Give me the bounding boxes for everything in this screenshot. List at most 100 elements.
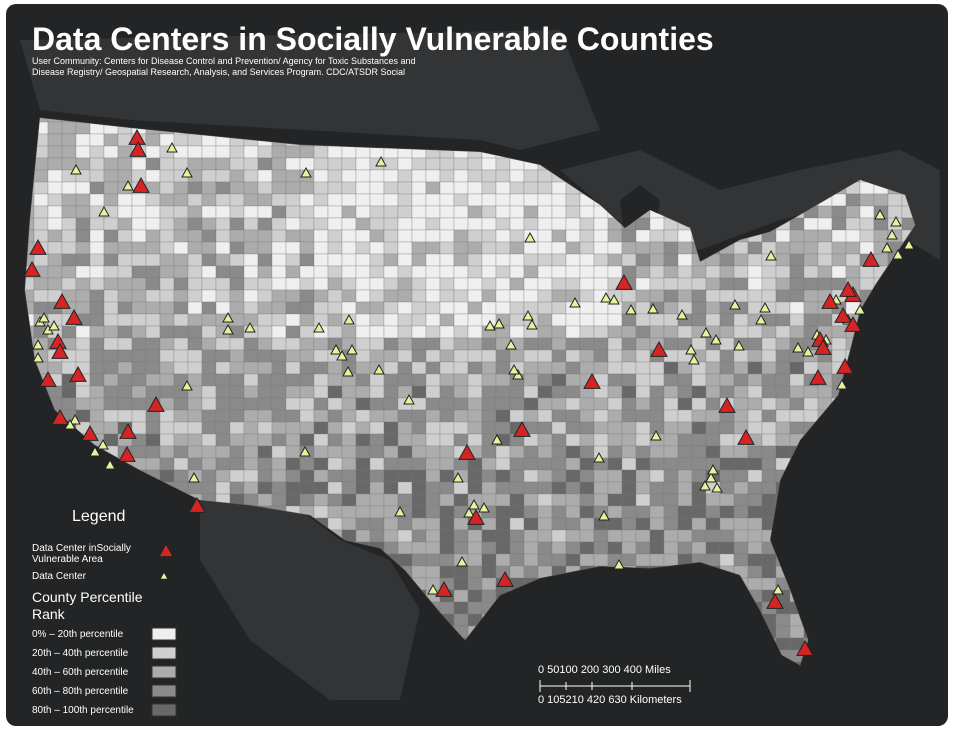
county (747, 469, 763, 483)
county (215, 409, 231, 423)
county (565, 469, 581, 483)
county (215, 265, 231, 279)
data-center-marker (467, 508, 485, 525)
county (397, 193, 413, 207)
county (285, 493, 301, 507)
county (201, 385, 217, 399)
county (551, 265, 567, 279)
county (285, 445, 301, 459)
county (33, 277, 49, 291)
county (327, 325, 343, 339)
county (89, 361, 105, 375)
county (691, 517, 707, 531)
county (523, 481, 539, 495)
county (299, 289, 315, 303)
county (481, 301, 497, 315)
county (299, 361, 315, 375)
county (425, 241, 441, 255)
county (495, 421, 511, 435)
county (593, 541, 609, 555)
data-center-marker (729, 298, 741, 310)
county (453, 481, 469, 495)
county (313, 265, 329, 279)
county (509, 445, 525, 459)
county (453, 613, 469, 627)
county (257, 373, 273, 387)
county (831, 241, 847, 255)
county (201, 313, 217, 327)
county (355, 265, 371, 279)
county (313, 181, 329, 195)
county (369, 409, 385, 423)
county (509, 265, 525, 279)
county (327, 265, 343, 279)
county (621, 517, 637, 531)
county (789, 325, 805, 339)
county (145, 457, 161, 471)
county (355, 445, 371, 459)
county (299, 457, 315, 471)
county (257, 457, 273, 471)
county (467, 481, 483, 495)
county (131, 241, 147, 255)
county (593, 553, 609, 567)
county (481, 217, 497, 231)
county (509, 517, 525, 531)
county (159, 385, 175, 399)
data-center-marker (346, 343, 358, 355)
county (61, 361, 77, 375)
data-center-marker (452, 471, 464, 483)
county (89, 313, 105, 327)
county (453, 217, 469, 231)
county (509, 277, 525, 291)
county (705, 505, 721, 519)
county (453, 301, 469, 315)
county (733, 505, 749, 519)
county (355, 505, 371, 519)
county (257, 493, 273, 507)
county (61, 277, 77, 291)
county (845, 265, 861, 279)
county (369, 385, 385, 399)
county (705, 289, 721, 303)
county (649, 541, 665, 555)
county (327, 145, 343, 159)
county (775, 301, 791, 315)
county (159, 277, 175, 291)
county (509, 541, 525, 555)
county (537, 229, 553, 243)
data-center-marker (903, 238, 915, 250)
county (89, 157, 105, 171)
county (327, 229, 343, 243)
county (131, 409, 147, 423)
county (285, 301, 301, 315)
county (817, 253, 833, 267)
county (243, 397, 259, 411)
county (327, 253, 343, 267)
county (705, 313, 721, 327)
county (173, 253, 189, 267)
county (621, 349, 637, 363)
county (439, 301, 455, 315)
county (775, 385, 791, 399)
county (565, 457, 581, 471)
county (649, 253, 665, 267)
county (89, 145, 105, 159)
county (327, 181, 343, 195)
county (579, 517, 595, 531)
county (89, 169, 105, 183)
county (89, 181, 105, 195)
county (187, 457, 203, 471)
data-center-marker (468, 498, 480, 510)
county (551, 385, 567, 399)
county (355, 205, 371, 219)
county (103, 241, 119, 255)
county (439, 433, 455, 447)
county (313, 481, 329, 495)
legend-title: Legend (72, 508, 125, 525)
county (635, 481, 651, 495)
county (691, 493, 707, 507)
county (691, 301, 707, 315)
county (733, 409, 749, 423)
county (761, 241, 777, 255)
